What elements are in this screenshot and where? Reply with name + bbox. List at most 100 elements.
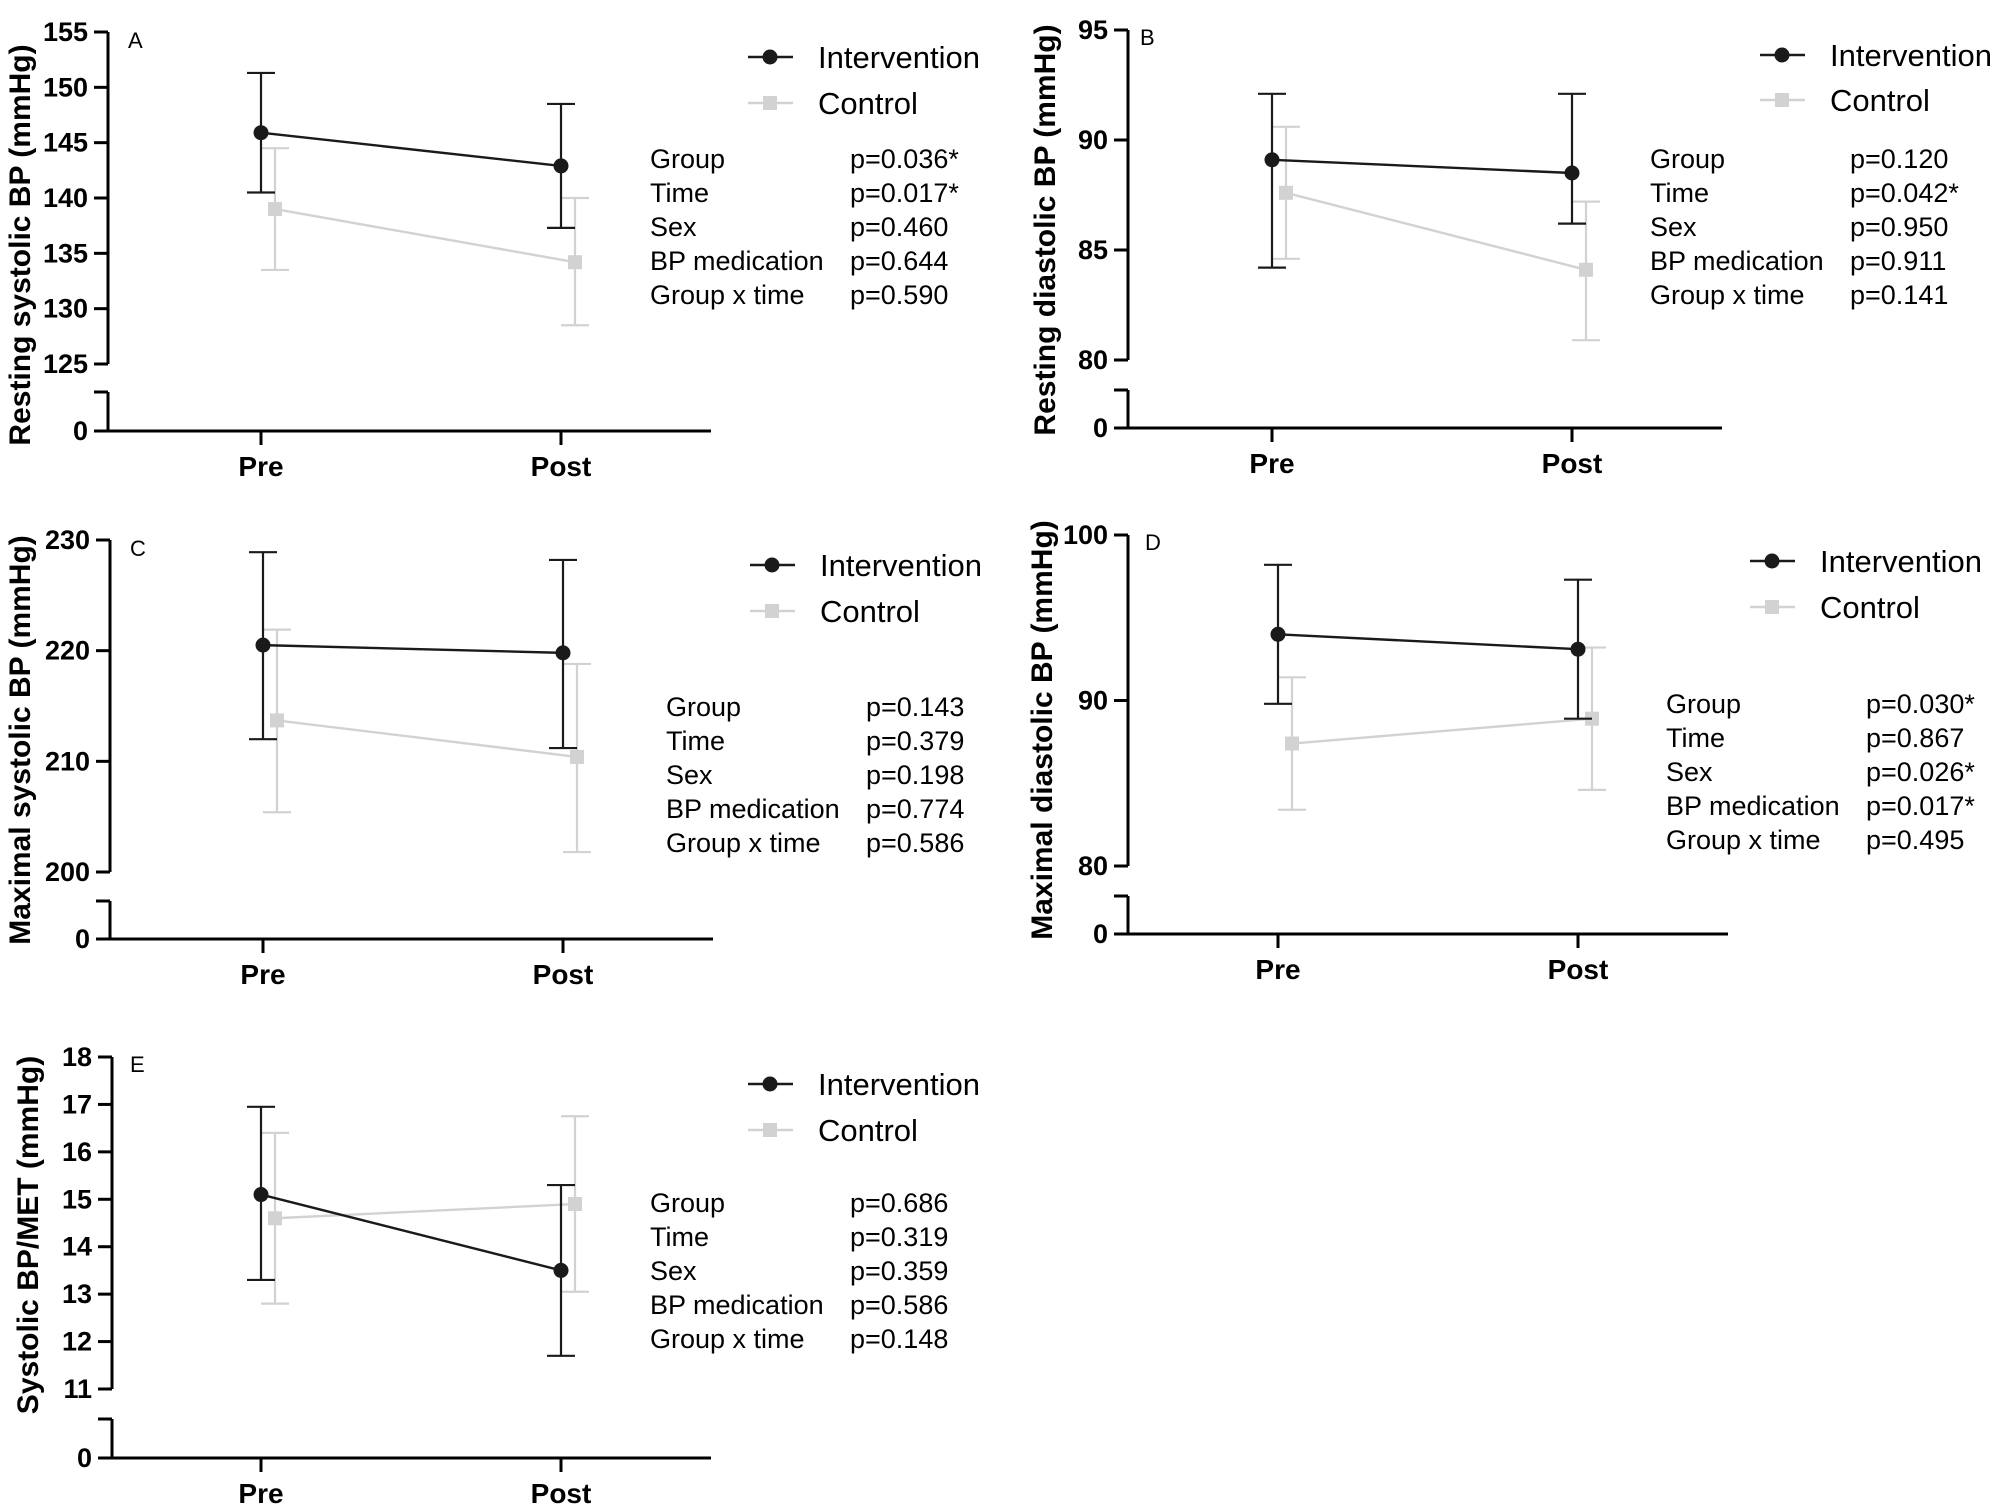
y-tick-label: 11 [63,1374,92,1404]
x-tick-label: Pre [238,451,283,482]
data-point-square [568,255,582,270]
stats-table: Group p=0.143 Time p=0.379 Sex p=0.198 BP medi… [666,692,964,858]
stat-label: Time [1650,178,1709,208]
data-point-square [270,713,284,728]
y-tick-label: 16 [62,1137,92,1167]
stat-label: Sex [650,212,697,242]
series-control [1272,125,1600,342]
series-control [263,628,591,854]
y-tick-label: 200 [45,857,90,887]
stat-value: p=0.017* [1866,791,1975,821]
stat-label: Sex [666,760,713,790]
y-tick-label: 125 [43,349,88,379]
legend-marker-square [765,604,779,618]
legend-label: Control [818,1113,918,1148]
stats-table: Group p=0.036* Time p=0.017* Sex p=0.460 BP me… [650,144,959,310]
legend: Intervention Control [750,548,982,629]
y-tick-label: 80 [1078,851,1108,881]
stat-value: p=0.950 [1850,212,1948,242]
legend-marker-square [763,96,777,110]
y-tick-label: 130 [43,294,88,324]
stat-label: BP medication [1650,246,1824,276]
y-tick-label: 140 [43,183,88,213]
panel-letter: B [1140,25,1155,50]
y-tick-label: 17 [62,1089,92,1119]
series-line [262,643,564,655]
series-intervention [249,551,577,750]
stat-label: Group x time [1650,280,1805,310]
stat-label: BP medication [650,1290,824,1320]
y-tick-label-zero: 0 [1093,413,1108,443]
data-point-circle [1570,641,1586,657]
panel-a: 125 130 135 140 145 150 155 0 Pre Post Resting sys… [4,17,980,482]
stat-value: p=0.867 [1866,723,1964,753]
stat-label: Sex [650,1256,697,1286]
stats-table: Group p=0.686 Time p=0.319 Sex p=0.359 BP medi… [650,1188,948,1354]
stat-label: Group x time [666,828,821,858]
stat-value: p=0.198 [866,760,964,790]
stat-label: Group [650,1188,725,1218]
y-axis-title: Resting systolic BP (mmHg) [4,44,37,445]
stat-value: p=0.026* [1866,757,1975,787]
data-point-circle [1270,626,1286,642]
y-tick-label: 85 [1078,235,1108,265]
series-intervention [1258,92,1586,269]
y-tick-label: 80 [1078,345,1108,375]
stat-label: Sex [1650,212,1697,242]
stat-label: Time [650,178,709,208]
legend-label: Intervention [818,1067,980,1102]
y-tick-label: 12 [62,1327,92,1357]
stat-value: p=0.148 [850,1324,948,1354]
stat-value: p=0.319 [850,1222,948,1252]
legend-marker-circle [762,1076,778,1092]
y-tick-label: 95 [1078,15,1108,45]
x-tick-label: Pre [238,1478,283,1505]
y-tick-label: 210 [45,746,90,776]
y-tick-label: 145 [43,128,88,158]
y-tick-label: 230 [45,525,90,555]
stat-label: Group x time [650,280,805,310]
data-point-circle [553,158,569,174]
series-control [261,147,589,327]
legend-label: Intervention [818,40,980,75]
y-tick-label: 15 [62,1184,92,1214]
y-tick-label-zero: 0 [1093,919,1108,949]
data-point-circle [255,637,271,653]
stat-label: Group [666,692,741,722]
panel-letter: D [1145,530,1161,555]
stat-label: Sex [1666,757,1713,787]
data-point-circle [555,645,571,661]
series-line [260,1193,562,1272]
x-tick-label: Post [531,1478,592,1505]
stat-label: Time [1666,723,1725,753]
stat-value: p=0.036* [850,144,959,174]
stat-value: p=0.030* [1866,689,1975,719]
series-intervention [247,71,575,229]
legend-marker-circle [1764,553,1780,569]
x-tick-label: Post [1542,448,1603,479]
series-line [1277,633,1579,651]
series-intervention [247,1105,575,1357]
series-intervention [1264,563,1592,720]
legend: Intervention Control [748,40,980,121]
legend-label: Control [820,594,920,629]
stat-label: Time [666,726,725,756]
y-tick-label: 90 [1078,125,1108,155]
data-point-circle [1564,165,1580,181]
y-tick-label: 13 [62,1279,92,1309]
legend-label: Intervention [1830,38,1992,73]
stats-table: Group p=0.120 Time p=0.042* Sex p=0.950 BP med… [1650,144,1959,310]
y-axis-title: Resting diastolic BP (mmHg) [1029,24,1062,435]
panel-letter: C [130,536,146,561]
data-point-square [1285,736,1299,751]
stat-label: Group [1666,689,1741,719]
series-line [274,1202,576,1220]
legend-label: Intervention [1820,544,1982,579]
series-line [1271,158,1573,175]
stat-value: p=0.143 [866,692,964,722]
series-line [276,719,578,759]
stat-label: BP medication [666,794,840,824]
stat-value: p=0.042* [1850,178,1959,208]
stat-value: p=0.590 [850,280,948,310]
legend: Intervention Control [748,1067,980,1148]
